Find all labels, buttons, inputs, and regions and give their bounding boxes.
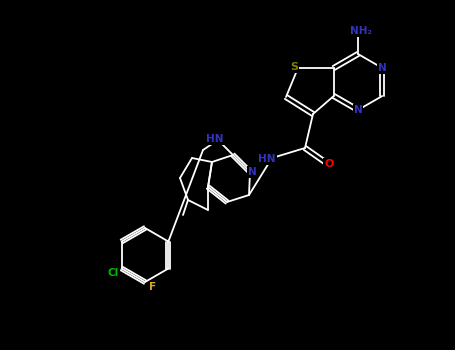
- Text: N: N: [248, 167, 256, 177]
- Text: O: O: [324, 159, 334, 169]
- Text: HN: HN: [258, 154, 276, 164]
- Text: N: N: [354, 105, 362, 115]
- Text: HN: HN: [206, 134, 224, 144]
- Text: N: N: [378, 63, 387, 73]
- Text: S: S: [290, 62, 298, 72]
- Text: NH₂: NH₂: [350, 26, 372, 36]
- Text: F: F: [149, 282, 157, 292]
- Text: Cl: Cl: [108, 268, 119, 279]
